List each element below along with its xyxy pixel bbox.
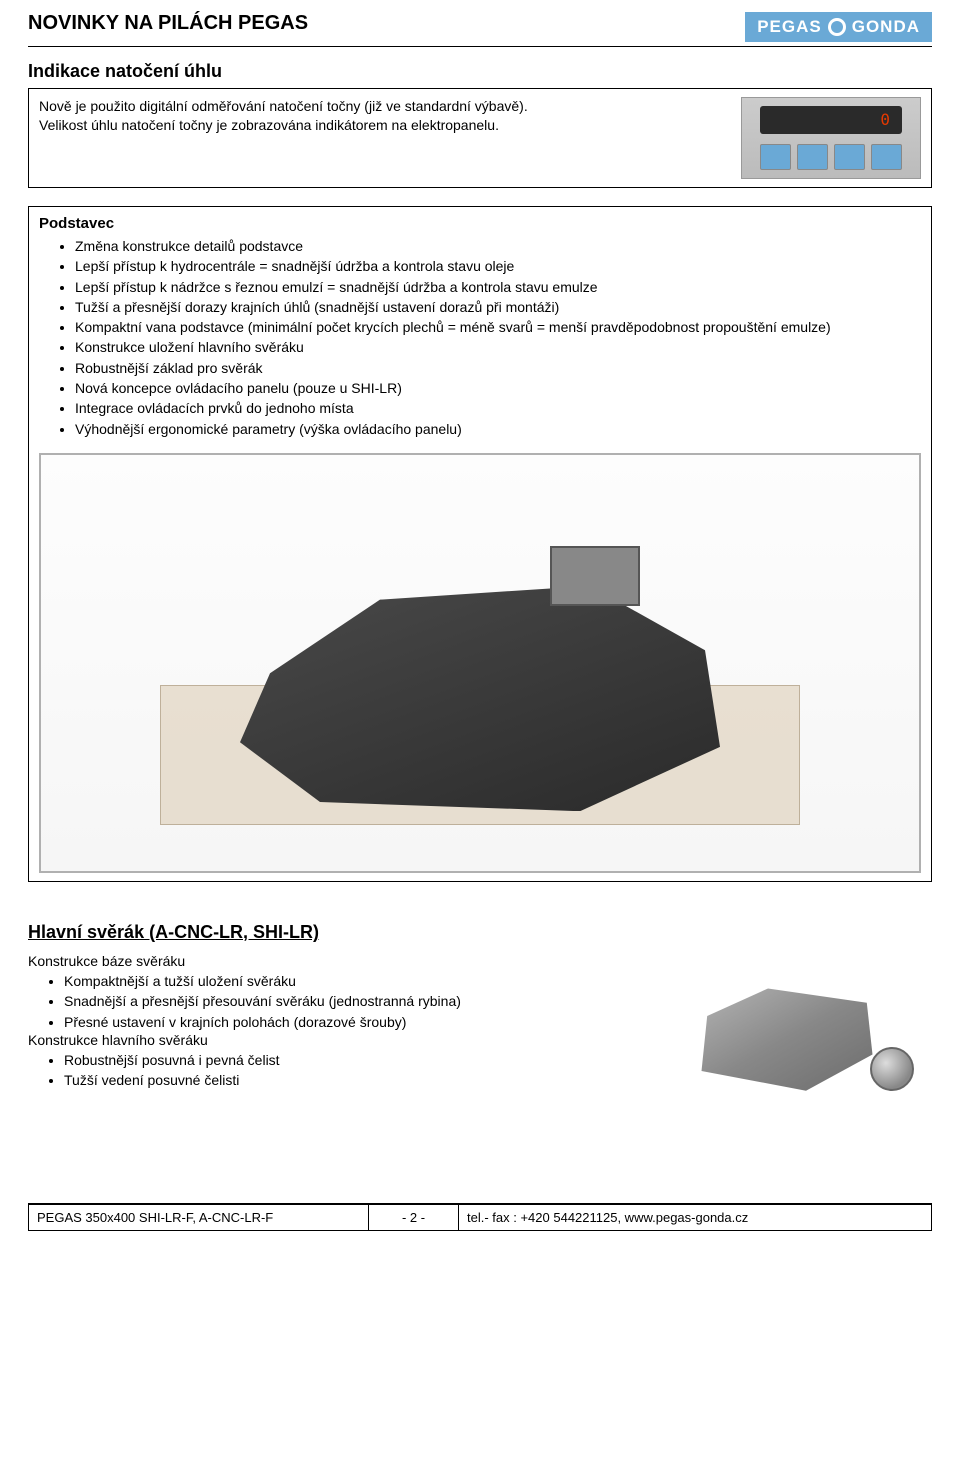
page-header: NOVINKY NA PILÁCH PEGAS PEGAS GONDA: [28, 12, 932, 42]
brand-badge: PEGAS GONDA: [745, 12, 932, 42]
indicator-display-value: 0: [760, 106, 902, 134]
machine-body-shape: [230, 581, 730, 811]
footer-page: - 2 -: [369, 1204, 459, 1230]
list-item: Robustnější posuvná i pevná čelist: [64, 1050, 638, 1070]
indicator-buttons: [760, 144, 902, 170]
indikace-line2: Velikost úhlu natočení točny je zobrazov…: [39, 116, 729, 135]
indicator-btn: [760, 144, 791, 170]
list-item: Konstrukce uložení hlavního svěráku: [75, 337, 921, 357]
sverak-block-shape: [692, 983, 882, 1093]
list-item: Lepší přístup k nádržce s řeznou emulzí …: [75, 277, 921, 297]
sverak-group1-title: Konstrukce báze svěráku: [28, 953, 638, 969]
indikace-line1: Nově je použito digitální odměřování nat…: [39, 97, 729, 116]
sverak-cylinder-shape: [870, 1047, 914, 1091]
list-item: Změna konstrukce detailů podstavce: [75, 236, 921, 256]
indicator-btn: [834, 144, 865, 170]
machine-illustration: [39, 453, 921, 873]
podstavec-box: Podstavec Změna konstrukce detailů podst…: [28, 206, 932, 882]
page-footer: PEGAS 350x400 SHI-LR-F, A-CNC-LR-F - 2 -…: [28, 1203, 932, 1231]
page-title: NOVINKY NA PILÁCH PEGAS: [28, 12, 308, 35]
sverak-illustration: [652, 953, 932, 1133]
sverak-content: Konstrukce báze svěráku Kompaktnější a t…: [28, 953, 638, 1090]
sverak-row: Konstrukce báze svěráku Kompaktnější a t…: [28, 953, 932, 1133]
list-item: Integrace ovládacích prvků do jednoho mí…: [75, 398, 921, 418]
brand-right: GONDA: [852, 17, 920, 37]
sverak-list2: Robustnější posuvná i pevná čelistTužší …: [28, 1050, 638, 1091]
footer-left: PEGAS 350x400 SHI-LR-F, A-CNC-LR-F: [29, 1204, 369, 1230]
sverak-heading: Hlavní svěrák (A-CNC-LR, SHI-LR): [28, 922, 932, 943]
list-item: Tužší a přesnější dorazy krajních úhlů (…: [75, 297, 921, 317]
sverak-group2-title: Konstrukce hlavního svěráku: [28, 1032, 638, 1048]
list-item: Nová koncepce ovládacího panelu (pouze u…: [75, 378, 921, 398]
footer-table: PEGAS 350x400 SHI-LR-F, A-CNC-LR-F - 2 -…: [28, 1204, 932, 1231]
footer-right: tel.- fax : +420 544221125, www.pegas-go…: [459, 1204, 932, 1230]
sverak-list1: Kompaktnější a tužší uložení svěrákuSnad…: [28, 971, 638, 1032]
list-item: Robustnější základ pro svěrák: [75, 358, 921, 378]
brand-left: PEGAS: [757, 17, 822, 37]
indicator-btn: [871, 144, 902, 170]
list-item: Přesné ustavení v krajních polohách (dor…: [64, 1012, 638, 1032]
list-item: Tužší vedení posuvné čelisti: [64, 1070, 638, 1090]
section-indikace-heading: Indikace natočení úhlu: [28, 61, 932, 82]
podstavec-list: Změna konstrukce detailů podstavceLepší …: [39, 236, 921, 439]
machine-control-panel: [550, 546, 640, 606]
indikace-text: Nově je použito digitální odměřování nat…: [39, 97, 729, 135]
list-item: Výhodnější ergonomické parametry (výška …: [75, 419, 921, 439]
podstavec-heading: Podstavec: [39, 215, 921, 232]
header-rule: [28, 46, 932, 47]
indicator-photo: 0: [741, 97, 921, 179]
indicator-btn: [797, 144, 828, 170]
brand-logo-icon: [828, 18, 846, 36]
list-item: Kompaktní vana podstavce (minimální poče…: [75, 317, 921, 337]
list-item: Kompaktnější a tužší uložení svěráku: [64, 971, 638, 991]
list-item: Snadnější a přesnější přesouvání svěráku…: [64, 991, 638, 1011]
list-item: Lepší přístup k hydrocentrále = snadnějš…: [75, 256, 921, 276]
indikace-box: Nově je použito digitální odměřování nat…: [28, 88, 932, 188]
